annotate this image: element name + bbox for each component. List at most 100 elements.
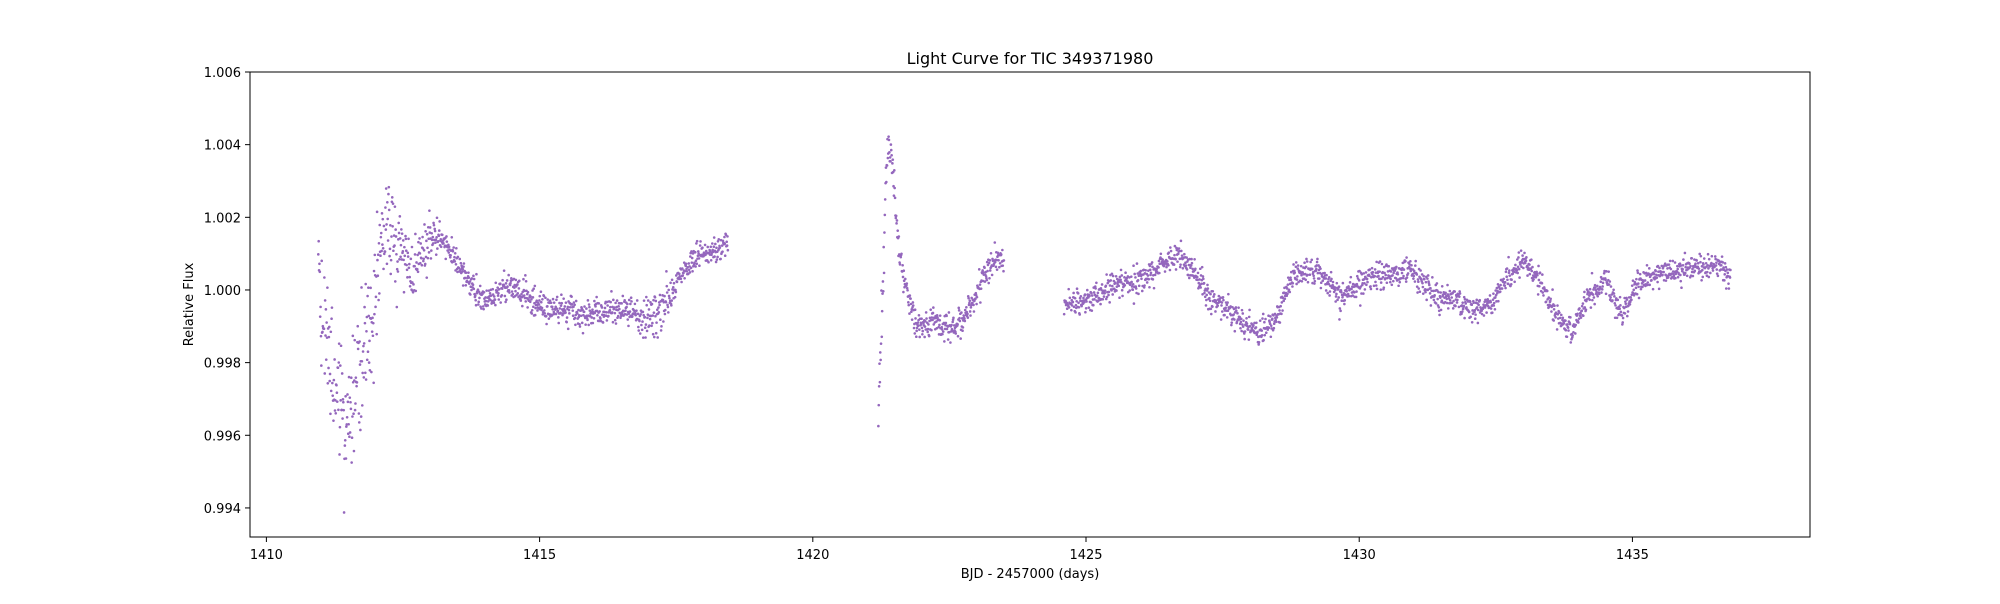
- flux-point: [486, 300, 490, 303]
- flux-point: [533, 313, 537, 317]
- flux-point: [1278, 309, 1281, 312]
- flux-point: [986, 269, 989, 273]
- flux-point: [1362, 292, 1365, 295]
- flux-point: [322, 327, 326, 331]
- flux-point: [930, 316, 934, 319]
- flux-point: [366, 294, 369, 298]
- flux-point: [330, 306, 334, 309]
- flux-point: [572, 305, 575, 309]
- flux-point: [1103, 289, 1107, 292]
- flux-point: [1137, 292, 1140, 296]
- flux-point: [877, 384, 881, 388]
- flux-point: [521, 304, 524, 308]
- flux-point: [1711, 269, 1715, 272]
- flux-point: [1421, 285, 1425, 289]
- flux-point: [1580, 304, 1584, 308]
- flux-point: [721, 250, 724, 253]
- flux-point: [1415, 273, 1419, 276]
- flux-point: [625, 305, 628, 309]
- flux-point: [538, 294, 542, 298]
- flux-point: [1385, 281, 1389, 285]
- flux-point: [643, 326, 647, 330]
- flux-point: [1140, 289, 1144, 293]
- flux-point: [1520, 265, 1523, 268]
- flux-point: [426, 246, 429, 250]
- flux-point: [932, 306, 935, 309]
- flux-point: [1534, 275, 1538, 279]
- flux-point: [361, 371, 364, 375]
- flux-point: [1001, 248, 1004, 252]
- flux-point: [1299, 264, 1303, 268]
- flux-point: [1200, 265, 1204, 269]
- flux-point: [1505, 267, 1509, 270]
- flux-point: [1400, 271, 1404, 275]
- flux-point: [1107, 290, 1111, 294]
- flux-point: [388, 254, 391, 258]
- flux-point: [1312, 277, 1316, 280]
- flux-point: [1688, 262, 1691, 265]
- flux-point: [542, 294, 546, 298]
- flux-point: [655, 321, 658, 324]
- flux-point: [557, 321, 561, 325]
- flux-point: [484, 296, 487, 299]
- flux-point: [1511, 272, 1515, 276]
- flux-point: [1583, 306, 1587, 309]
- flux-point: [1190, 257, 1193, 261]
- flux-point: [1690, 270, 1694, 274]
- flux-point: [1149, 273, 1152, 277]
- flux-point: [1671, 259, 1675, 263]
- flux-point: [1422, 274, 1425, 278]
- flux-point: [1445, 297, 1449, 301]
- flux-point: [532, 305, 535, 309]
- flux-point: [688, 271, 692, 274]
- flux-point: [910, 310, 913, 314]
- flux-point: [961, 326, 965, 329]
- flux-point: [695, 262, 699, 266]
- flux-point: [1564, 328, 1568, 332]
- flux-point: [1676, 275, 1680, 279]
- flux-point: [1593, 302, 1596, 306]
- flux-point: [895, 219, 899, 222]
- flux-point: [706, 245, 710, 249]
- flux-point: [454, 263, 458, 266]
- flux-point: [1521, 254, 1524, 257]
- flux-point: [1002, 269, 1005, 273]
- flux-point: [689, 266, 693, 270]
- flux-point: [425, 276, 429, 279]
- flux-point: [1082, 296, 1085, 300]
- flux-point: [1153, 273, 1157, 277]
- flux-point: [1292, 263, 1295, 266]
- flux-point: [917, 313, 921, 317]
- flux-point: [516, 292, 520, 295]
- flux-point: [1326, 291, 1329, 295]
- flux-point: [623, 299, 626, 302]
- flux-point: [523, 289, 526, 293]
- flux-point: [401, 239, 405, 242]
- flux-point: [1338, 307, 1342, 310]
- flux-point: [683, 276, 686, 280]
- flux-point: [979, 287, 983, 290]
- flux-point: [879, 342, 883, 345]
- flux-point: [1280, 312, 1283, 316]
- flux-point: [610, 290, 613, 293]
- flux-point: [1568, 322, 1572, 326]
- flux-point: [900, 252, 903, 256]
- flux-point: [661, 298, 665, 302]
- flux-point: [557, 316, 560, 319]
- flux-point: [421, 247, 425, 250]
- flux-point: [968, 301, 971, 305]
- flux-point: [1248, 308, 1251, 312]
- flux-point: [1326, 280, 1330, 284]
- flux-point: [1564, 319, 1567, 322]
- flux-point: [1594, 286, 1597, 289]
- flux-point: [1370, 266, 1374, 270]
- flux-point: [935, 313, 939, 317]
- flux-point: [477, 300, 481, 304]
- flux-point: [1440, 284, 1444, 288]
- flux-point: [396, 270, 400, 273]
- flux-point: [1493, 307, 1497, 311]
- flux-point: [1295, 278, 1299, 281]
- flux-point: [507, 289, 511, 292]
- flux-point: [497, 298, 501, 301]
- flux-point: [1316, 257, 1319, 261]
